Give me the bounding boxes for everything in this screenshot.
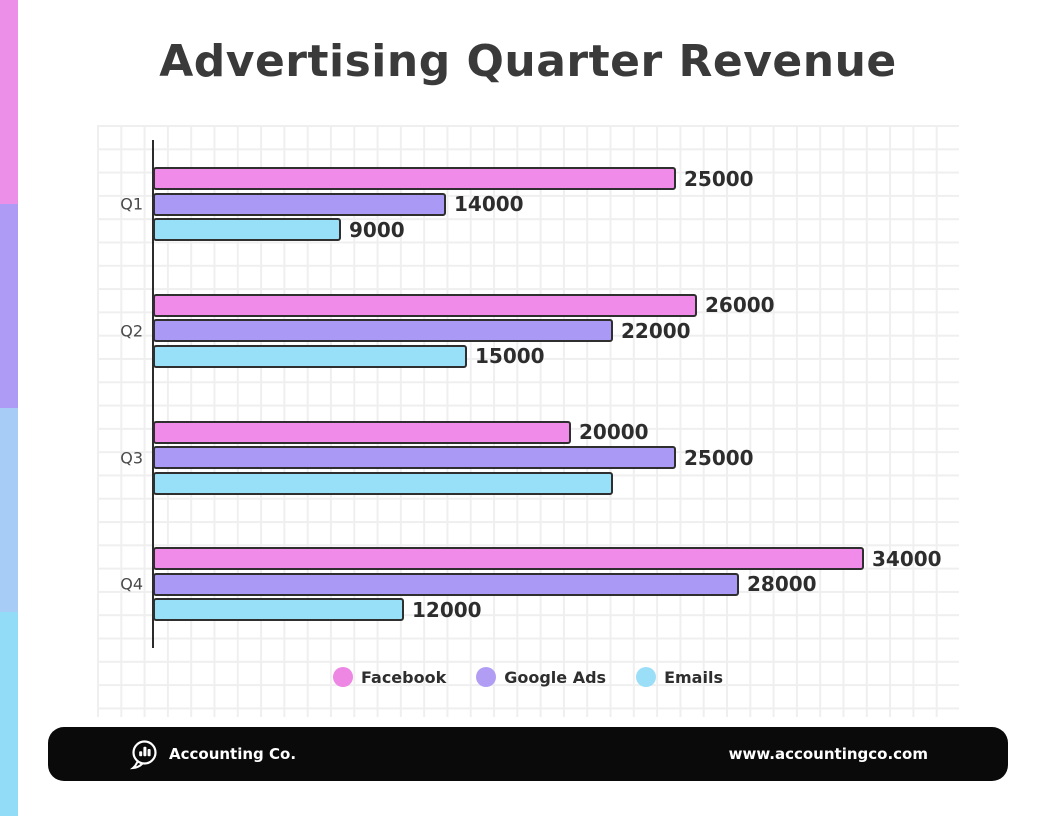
- side-strip-segment-0: [0, 0, 18, 204]
- value-label: 34000: [872, 546, 942, 571]
- legend-item-facebook: Facebook: [333, 667, 446, 687]
- legend-item-emails: Emails: [636, 667, 723, 687]
- bar-row-q1-emails: 9000: [153, 217, 405, 242]
- value-label: 25000: [684, 166, 754, 191]
- value-label: 22000: [621, 318, 691, 343]
- legend-label: Facebook: [361, 667, 447, 687]
- value-label: 15000: [475, 344, 545, 369]
- legend-label: Emails: [664, 667, 723, 687]
- side-strip-segment-2: [0, 408, 18, 612]
- side-color-strip: [0, 0, 18, 816]
- value-label: 25000: [684, 445, 754, 470]
- bar-row-q2-google-ads: 22000: [153, 318, 691, 343]
- bar-row-q3-emails: [153, 471, 613, 495]
- chart-panel: Q1 25000 14000 9000 Q2 26000 22000 15000 Q3 20000…: [97, 125, 959, 717]
- category-label-q4: Q4: [120, 574, 143, 594]
- chart-legend: Facebook Google Ads Emails: [97, 667, 959, 687]
- value-label: 28000: [747, 572, 817, 597]
- category-label-q1: Q1: [120, 194, 143, 214]
- bar-row-q3-facebook: 20000: [153, 420, 649, 444]
- website-url: www.accountingco.com: [728, 745, 928, 763]
- bar-q1-google-ads: [153, 192, 446, 216]
- bar-q2-google-ads: [153, 319, 613, 343]
- speech-bubble-chart-icon: [129, 740, 157, 770]
- bar-q2-facebook: [153, 293, 697, 317]
- bar-q2-emails: [153, 344, 467, 368]
- bar-row-q1-google-ads: 14000: [153, 192, 524, 216]
- bar-row-q2-facebook: 26000: [153, 293, 775, 318]
- bar-q3-facebook: [153, 420, 571, 444]
- legend-swatch: [636, 667, 657, 687]
- bar-row-q3-google-ads: 25000: [153, 445, 754, 470]
- bar-q1-facebook: [153, 167, 676, 190]
- value-label: 14000: [454, 192, 524, 216]
- bar-q4-facebook: [153, 547, 864, 571]
- bar-q3-emails: [153, 471, 613, 495]
- bar-row-q1-facebook: 25000: [153, 166, 754, 191]
- bar-row-q4-google-ads: 28000: [153, 572, 817, 597]
- bar-q3-google-ads: [153, 446, 676, 469]
- legend-item-google-ads: Google Ads: [476, 667, 606, 687]
- bar-q4-google-ads: [153, 572, 739, 596]
- side-strip-segment-1: [0, 204, 18, 408]
- value-label: 9000: [349, 217, 405, 242]
- legend-swatch: [333, 667, 354, 687]
- bar-row-q2-emails: 15000: [153, 344, 545, 369]
- value-label: 12000: [412, 597, 482, 622]
- bar-q4-emails: [153, 598, 404, 622]
- footer-bar: Accounting Co. www.accountingco.com: [48, 727, 1008, 781]
- page-title: Advertising Quarter Revenue: [159, 36, 897, 87]
- value-label: 20000: [579, 420, 649, 444]
- bar-row-q4-facebook: 34000: [153, 546, 942, 571]
- legend-label: Google Ads: [504, 667, 607, 687]
- value-label: 26000: [705, 293, 775, 318]
- footer-brand: Accounting Co.: [128, 738, 296, 770]
- legend-swatch: [476, 667, 497, 687]
- brand-name: Accounting Co.: [169, 745, 297, 763]
- side-strip-segment-3: [0, 612, 18, 816]
- category-label-q2: Q2: [120, 321, 143, 341]
- y-axis-line: [152, 140, 154, 648]
- bar-row-q4-emails: 12000: [153, 597, 482, 622]
- bar-q1-emails: [153, 218, 341, 241]
- category-label-q3: Q3: [120, 448, 143, 467]
